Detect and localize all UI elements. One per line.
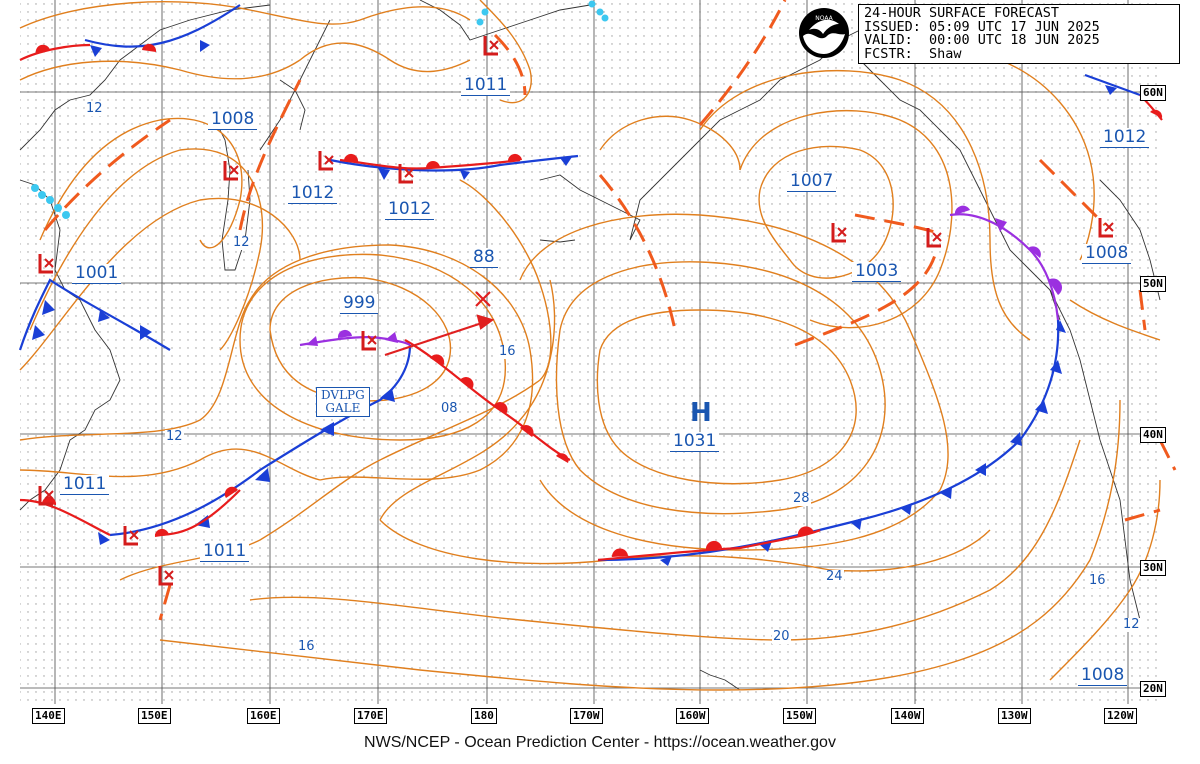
isobar-label: 24 [825,569,844,584]
isobar-label: 12 [232,235,251,250]
high-pressure-symbol: H [690,398,712,428]
longitude-label: 150W [783,708,816,724]
longitude-label: 160E [247,708,280,724]
pressure-label: 1008 [208,110,258,130]
longitude-label: 170W [570,708,603,724]
pressure-label: 1031 [670,432,720,452]
pressure-label: 1008 [1082,244,1132,264]
pressure-label: 1007 [787,172,837,192]
isobar-label: 16 [297,639,316,654]
pressure-label: 1012 [288,184,338,204]
pressure-label: 1008 [1078,666,1128,686]
forecast-type: 24-HOUR SURFACE FORECAST [864,5,1060,21]
pressure-label: 1001 [72,264,122,284]
gale-warning-box: DVLPG GALE [316,387,370,417]
longitude-label: 180 [471,708,497,724]
isobar-label: 12 [165,429,184,444]
longitude-label: 140W [891,708,924,724]
warning-line-1: DVLPG [321,388,365,402]
latitude-label: 30N [1140,560,1166,576]
graticule [20,0,1162,704]
isobar-label: 16 [498,344,517,359]
isobar-label: 12 [85,101,104,116]
storm-track-arrow [384,291,495,357]
issued-time: ISSUED: 05:09 UTC 17 JUN 2025 [864,18,1100,35]
noaa-logo-icon: NOAA [799,8,849,58]
cold-fronts [18,4,1141,562]
pressure-label: 1011 [461,76,511,96]
ice-edge-markers [31,0,609,219]
warning-line-2: GALE [325,401,361,415]
forecast-header: 24-HOUR SURFACE FORECAST ISSUED: 05:09 U… [858,4,1180,64]
pressure-label: 1011 [200,542,250,562]
longitude-label: 150E [138,708,171,724]
pressure-label: 999 [340,294,379,314]
coastlines [19,0,1161,691]
footer-credit: NWS/NCEP - Ocean Prediction Center - htt… [364,734,836,751]
isobar-label: 12 [1122,617,1141,632]
pressure-label: 1011 [60,475,110,495]
cold-front-teeth [32,40,1117,566]
isobar-label: 08 [440,401,459,416]
forecaster: FCSTR: Shaw [864,45,962,62]
pressure-label: 1003 [852,262,902,282]
troughs [43,0,1177,621]
longitude-label: 130W [998,708,1031,724]
latitude-label: 60N [1140,85,1166,101]
longitude-label: 170E [354,708,387,724]
isobar-label: 16 [1088,573,1107,588]
longitude-label: 140E [32,708,65,724]
svg-text:NOAA: NOAA [815,15,833,22]
latitude-label: 40N [1140,427,1166,443]
longitude-label: 120W [1104,708,1137,724]
map-background [20,0,1162,704]
isobar-label: 20 [772,629,791,644]
pressure-label: 1012 [385,200,435,220]
isobar-label: 28 [792,491,811,506]
pressure-label: 1012 [1100,128,1150,148]
latitude-label: 50N [1140,276,1166,292]
latitude-label: 20N [1140,681,1166,697]
occluded-fronts [299,213,1060,347]
longitude-label: 160W [676,708,709,724]
valid-time: VALID: 00:00 UTC 18 JUN 2025 [864,32,1100,48]
occluded-front-symbols [306,205,1063,346]
pressure-label: 88 [470,248,498,268]
